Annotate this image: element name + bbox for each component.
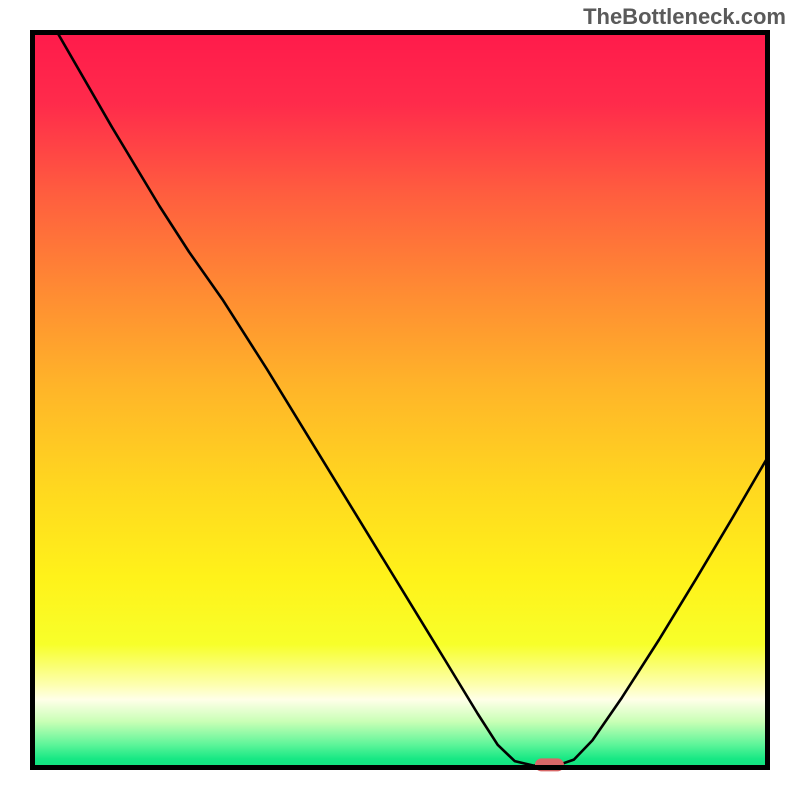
optimal-marker [535, 758, 563, 771]
chart-area [30, 30, 770, 770]
watermark-text: TheBottleneck.com [583, 4, 786, 30]
background-gradient [30, 30, 770, 770]
